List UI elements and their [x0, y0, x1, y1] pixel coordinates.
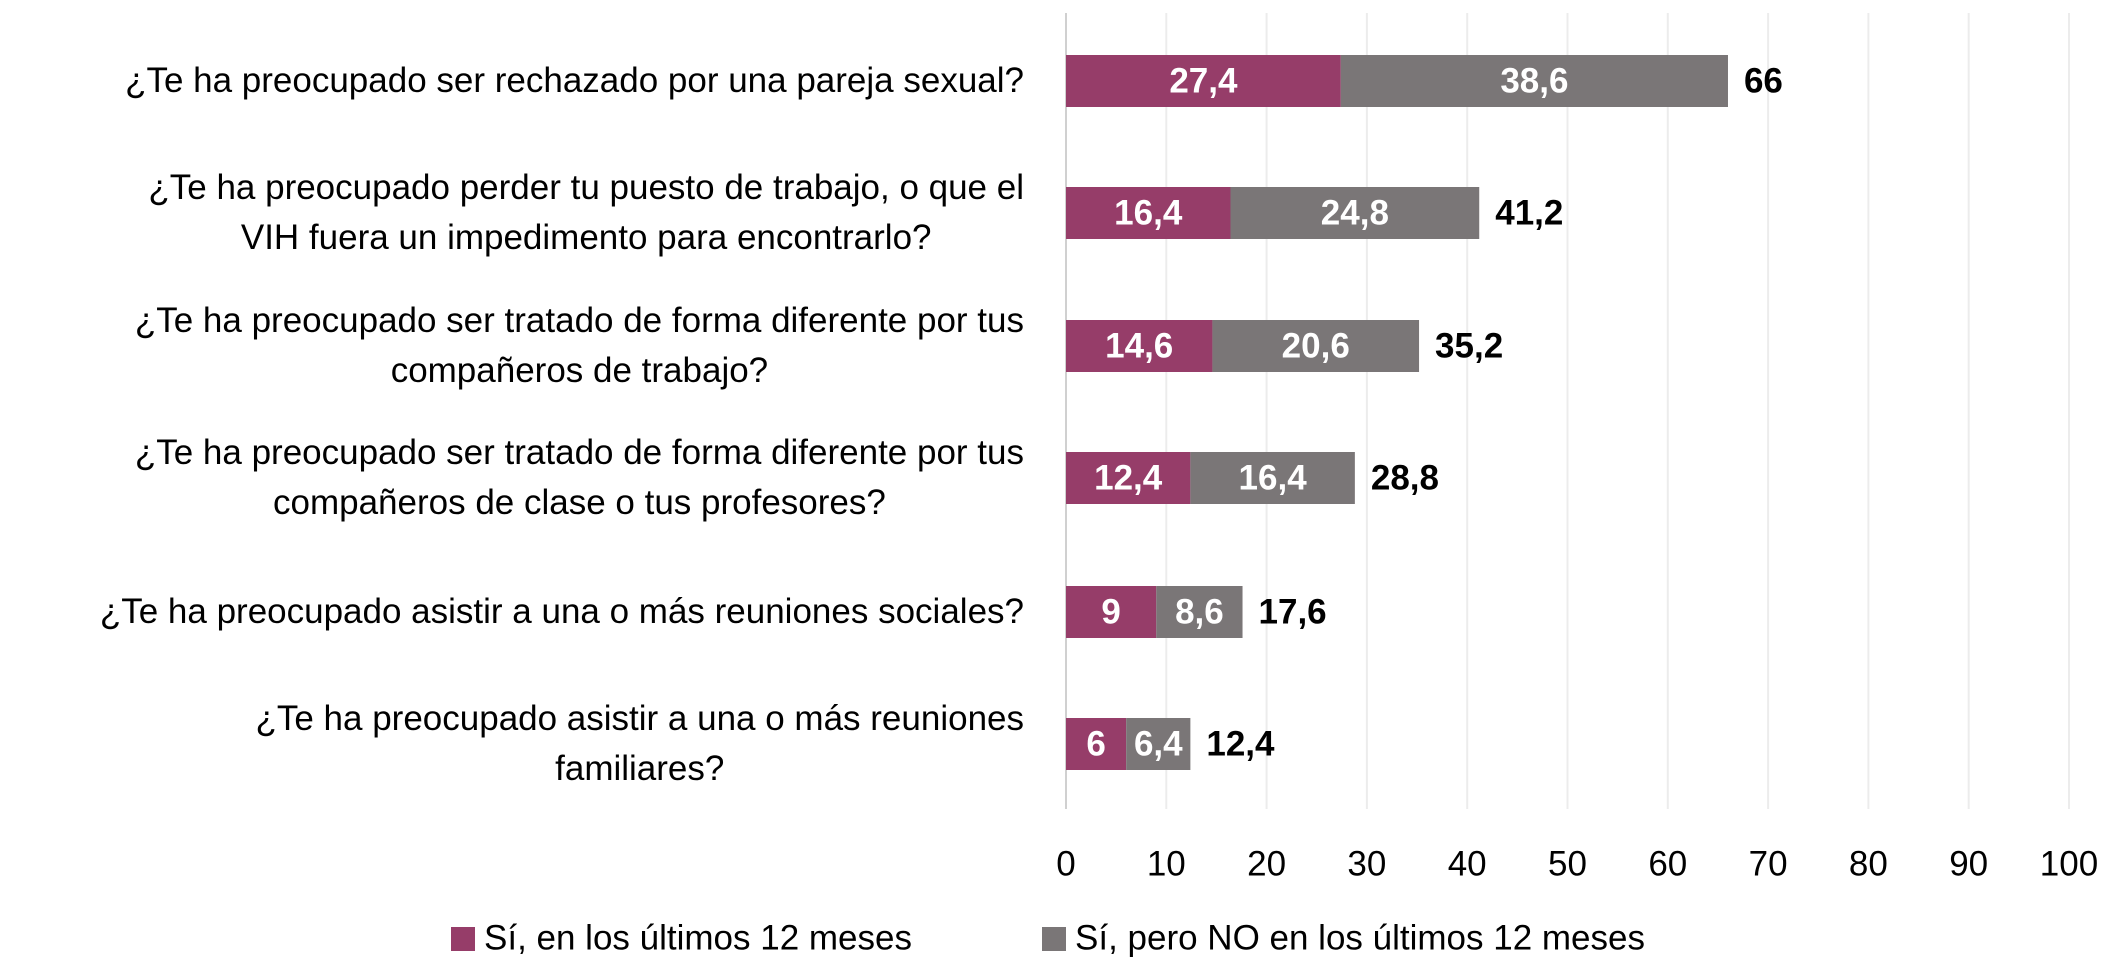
x-tick-label: 100	[2040, 844, 2098, 883]
total-label: 41,2	[1495, 193, 1563, 232]
data-label: 24,8	[1321, 193, 1389, 232]
x-tick-label: 10	[1147, 844, 1186, 883]
bar-segment	[1066, 718, 1127, 770]
bar-segment	[1066, 55, 1341, 107]
x-tick-label: 0	[1056, 844, 1075, 883]
data-label: 6	[1086, 724, 1105, 763]
category-label: ¿Te ha preocupado asistir a una o más re…	[255, 699, 1024, 788]
total-label: 17,6	[1259, 592, 1327, 631]
bar-segment	[1230, 187, 1480, 239]
data-label: 9	[1101, 592, 1120, 631]
legend-label: Sí, en los últimos 12 meses	[484, 918, 912, 957]
total-label: 66	[1744, 61, 1783, 100]
data-label: 16,4	[1239, 458, 1308, 497]
legend-swatch	[1042, 927, 1066, 951]
bar-segment	[1190, 452, 1355, 504]
category-label: ¿Te ha preocupado ser tratado de forma d…	[134, 433, 1024, 522]
bar-segment	[1066, 586, 1157, 638]
bar-segment	[1126, 718, 1191, 770]
total-label: 35,2	[1435, 326, 1503, 365]
category-label: ¿Te ha preocupado asistir a una o más re…	[99, 592, 1024, 631]
total-label: 28,8	[1371, 458, 1439, 497]
data-label: 16,4	[1114, 193, 1183, 232]
data-label: 8,6	[1175, 592, 1224, 631]
data-label: 20,6	[1282, 326, 1350, 365]
bar-segment	[1066, 187, 1231, 239]
x-tick-label: 80	[1849, 844, 1888, 883]
bar-segment	[1066, 320, 1213, 372]
x-tick-label: 20	[1247, 844, 1286, 883]
x-tick-label: 90	[1949, 844, 1988, 883]
x-tick-label: 40	[1448, 844, 1487, 883]
bar-segment	[1156, 586, 1243, 638]
data-label: 27,4	[1169, 61, 1238, 100]
data-label: 14,6	[1105, 326, 1173, 365]
bar-segment	[1212, 320, 1420, 372]
legend-swatch	[451, 927, 475, 951]
x-tick-label: 70	[1749, 844, 1788, 883]
data-label: 6,4	[1134, 724, 1183, 763]
category-label: ¿Te ha preocupado ser rechazado por una …	[125, 61, 1024, 100]
bar-segment	[1066, 452, 1191, 504]
x-tick-label: 30	[1347, 844, 1386, 883]
x-tick-label: 60	[1648, 844, 1687, 883]
total-label: 12,4	[1206, 724, 1275, 763]
legend-label: Sí, pero NO en los últimos 12 meses	[1075, 918, 1645, 957]
data-label: 38,6	[1500, 61, 1568, 100]
x-tick-label: 50	[1548, 844, 1587, 883]
data-label: 12,4	[1094, 458, 1163, 497]
category-label: ¿Te ha preocupado ser tratado de forma d…	[134, 301, 1024, 390]
bar-segment	[1340, 55, 1728, 107]
category-label: ¿Te ha preocupado perder tu puesto de tr…	[148, 168, 1024, 257]
